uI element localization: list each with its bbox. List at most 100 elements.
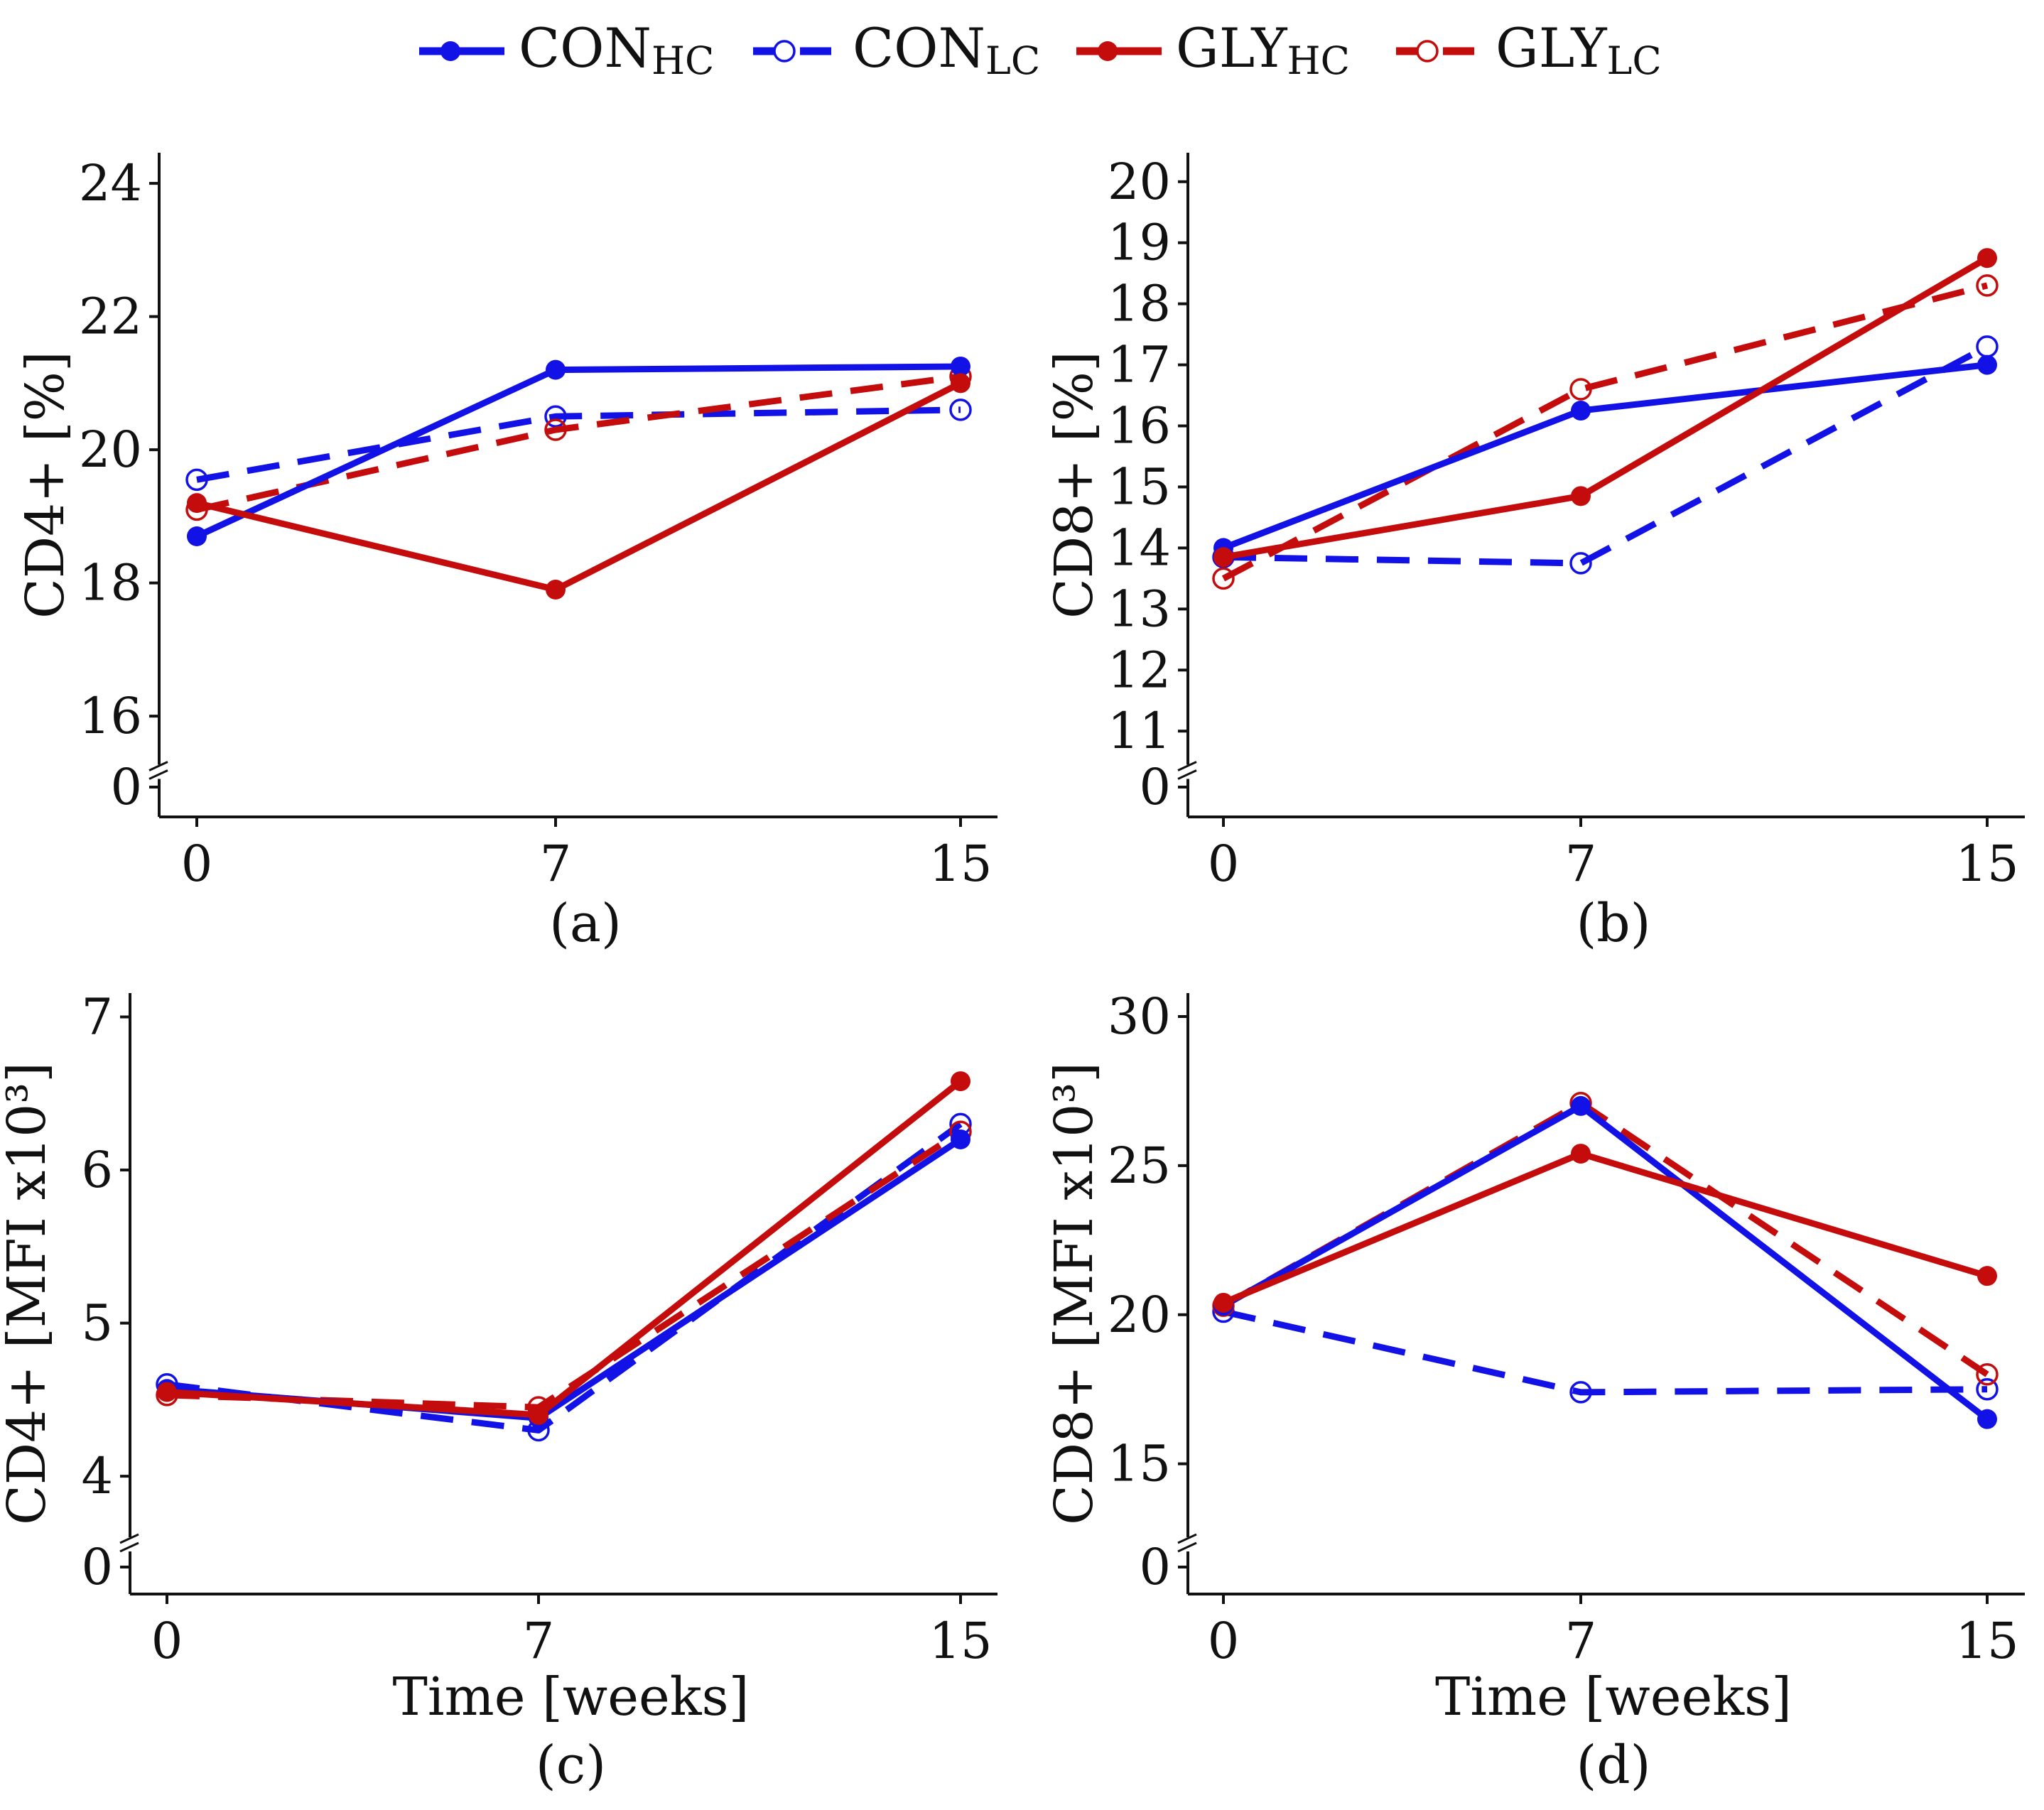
x-tick-label: 15	[929, 1612, 992, 1670]
y-tick-label-zero: 0	[1139, 1538, 1171, 1596]
y-axis-title: CD4+ [%]	[15, 351, 76, 619]
y-tick-label: 12	[1108, 641, 1171, 699]
y-tick-label: 22	[79, 288, 142, 346]
data-point	[1569, 378, 1592, 401]
legend-marker	[440, 41, 460, 61]
legend-marker	[1098, 41, 1118, 61]
legend-marker	[773, 40, 796, 63]
legend-item-gly-lc: GLYLC	[1396, 16, 1662, 83]
series-gly-hc	[1213, 248, 1997, 568]
y-tick-label: 7	[81, 988, 113, 1046]
data-point	[951, 1071, 970, 1092]
legend-marker	[1416, 40, 1439, 63]
series-con-hc	[1213, 354, 1997, 558]
legend-label-sub: LC	[985, 38, 1040, 83]
y-tick-label: 20	[1108, 153, 1171, 211]
y-tick-label: 15	[1108, 457, 1171, 516]
y-tick-label: 4	[81, 1447, 113, 1505]
axis-break-mark	[148, 769, 168, 780]
legend-label-sub: HC	[651, 38, 714, 83]
y-tick-label: 20	[79, 421, 142, 479]
data-point	[1976, 335, 1999, 358]
data-point	[1976, 274, 1999, 297]
series-con-lc	[1212, 1300, 1999, 1404]
data-point	[1213, 547, 1233, 568]
data-point	[529, 1404, 548, 1425]
data-point	[1213, 1292, 1233, 1313]
y-tick-label: 17	[1108, 336, 1171, 394]
x-tick-label: 7	[1565, 835, 1597, 893]
series-gly-lc	[185, 365, 972, 521]
x-tick-label: 7	[523, 1612, 555, 1670]
series-line	[166, 1137, 963, 1421]
series-line	[1222, 1150, 1989, 1306]
y-tick-label: 5	[81, 1294, 113, 1353]
y-tick-label: 25	[1108, 1137, 1171, 1195]
series-gly-hc	[187, 373, 970, 600]
x-tick-label: 0	[1208, 835, 1240, 893]
y-tick-label: 18	[79, 554, 142, 612]
legend-label-base: GLY	[1496, 16, 1607, 80]
data-point	[1571, 1095, 1591, 1116]
series-gly-hc	[157, 1071, 970, 1425]
series-line	[196, 406, 961, 483]
y-tick-label: 16	[79, 687, 142, 745]
series-line	[166, 1078, 963, 1419]
panel-a: 16 18 20 22 24 00 7 15 CD4+ [%] (a)	[15, 153, 997, 954]
x-tick-label: 15	[1955, 835, 2018, 893]
panel-c: 4 5 6 7 00 7 15 CD4+ [MFI x10³] Time [weeks] (c)	[0, 988, 997, 1796]
series-line	[1221, 1102, 1989, 1422]
panel-label: (c)	[536, 1735, 606, 1796]
y-axis-title: CD8+ [%]	[1044, 351, 1105, 619]
legend-label-base: CON	[519, 16, 651, 80]
y-tick-label: 11	[1108, 702, 1171, 760]
legend-label-base: CON	[853, 16, 985, 80]
series-con-hc	[187, 356, 970, 546]
legend-label-base: GLY	[1176, 16, 1287, 80]
x-axis-title: Time [weeks]	[393, 1667, 750, 1728]
series-line	[1223, 1308, 1988, 1396]
x-tick-label: 7	[540, 835, 572, 893]
y-tick-label-zero: 0	[110, 758, 142, 816]
y-tick-label: 13	[1108, 580, 1171, 638]
y-axis-title: CD4+ [MFI x10³]	[0, 1062, 58, 1525]
y-tick-label: 18	[1108, 275, 1171, 333]
x-tick-label: 0	[181, 835, 213, 893]
data-point	[1212, 567, 1235, 590]
data-point	[1976, 1362, 1999, 1386]
panel-label: (b)	[1576, 893, 1650, 954]
data-point	[951, 373, 970, 394]
legend-label-sub: HC	[1287, 38, 1350, 83]
legend-label-sub: LC	[1607, 38, 1662, 83]
y-tick-label: 30	[1108, 987, 1171, 1046]
data-point	[187, 526, 207, 546]
y-axis-title: CD8+ [MFI x10³]	[1044, 1062, 1105, 1525]
series-line	[166, 1121, 963, 1434]
axis-break-mark	[119, 1533, 139, 1544]
data-point	[546, 580, 566, 600]
series-con-lc	[185, 399, 972, 492]
legend-label: GLYHC	[1176, 16, 1350, 83]
series-line	[195, 363, 961, 540]
axis-break-mark	[148, 761, 168, 771]
y-tick-label: 6	[81, 1141, 113, 1199]
y-tick-label: 15	[1108, 1435, 1171, 1493]
legend-item-con-lc: CONLC	[753, 16, 1040, 83]
x-tick-label: 15	[929, 835, 992, 893]
data-point	[1571, 486, 1591, 506]
legend-label: GLYLC	[1496, 16, 1662, 83]
panel-label: (a)	[549, 893, 622, 954]
series-gly-lc	[1212, 274, 1999, 590]
y-tick-label: 14	[1108, 519, 1171, 577]
y-tick-label: 19	[1108, 214, 1171, 272]
data-point	[1569, 1381, 1592, 1404]
data-point	[544, 418, 567, 441]
x-tick-label: 0	[151, 1612, 183, 1670]
data-point	[951, 356, 970, 376]
x-tick-label: 7	[1565, 1612, 1597, 1670]
x-axis-title: Time [weeks]	[1435, 1667, 1792, 1728]
legend-label: CONLC	[853, 16, 1040, 83]
legend: CONHC CONLC GLYHC GLYLC	[419, 16, 1662, 83]
y-tick-label-zero: 0	[1139, 758, 1171, 816]
